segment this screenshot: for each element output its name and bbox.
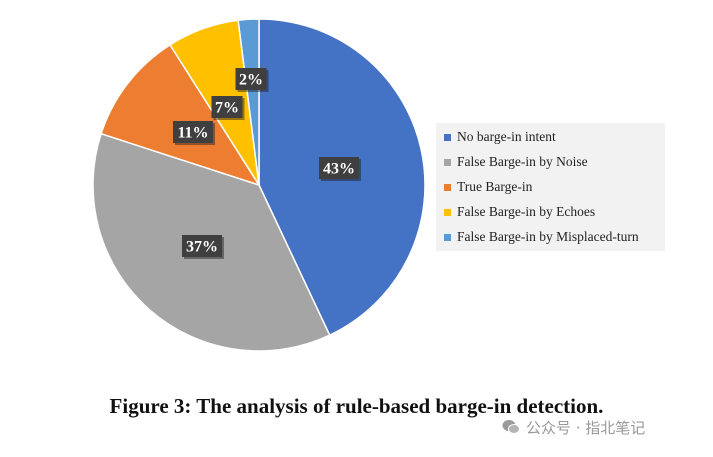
data-label-2pct: 2% [235, 68, 269, 92]
legend-swatch [444, 183, 451, 191]
watermark: 公众号 · 指北笔记 [502, 415, 645, 439]
data-label-text: 37% [186, 239, 218, 256]
legend-label: False Barge-in by Noise [457, 154, 588, 169]
data-label-7pct: 7% [211, 96, 245, 120]
wechat-icon [502, 420, 520, 434]
data-label-37pct: 37% [182, 235, 224, 259]
data-label-text: 43% [323, 161, 355, 178]
legend-swatch [444, 208, 451, 216]
watermark-text: 公众号 · 指北笔记 [526, 418, 646, 437]
legend-label: False Barge-in by Echoes [457, 204, 596, 219]
data-label-text: 11% [177, 125, 208, 142]
legend-label: No barge-in intent [457, 129, 556, 144]
pie-chart: 43% 37% 11% 7%2% [92, 18, 426, 352]
legend-label: True Barge-in [457, 179, 533, 194]
data-label-box [211, 96, 243, 118]
pie-slice-false-barge-in-by-misplaced-turn [237, 18, 260, 186]
legend-item-false-barge-in-noise: False Barge-in by Noise [444, 152, 588, 172]
legend-swatch [444, 133, 451, 141]
data-label-text: 7% [215, 100, 239, 117]
data-label-43pct: 43% [319, 157, 361, 181]
data-label-box [173, 121, 213, 143]
legend-item-no-barge-in-intent: No barge-in intent [444, 127, 556, 147]
pie-slices [92, 18, 426, 352]
legend-label: False Barge-in by Misplaced-turn [457, 229, 639, 244]
data-label-box [182, 235, 222, 257]
figure-caption: Figure 3: The analysis of rule-based bar… [109, 394, 604, 418]
pie-data-labels: 43% 37% 11% 7%2% [173, 68, 361, 259]
data-label-11pct: 11% [173, 121, 215, 145]
pie-slice-true-barge-in [100, 43, 261, 187]
legend-item-true-barge-in: True Barge-in [444, 177, 532, 197]
legend-swatch [444, 233, 451, 241]
legend-item-false-barge-in-misplaced-turn: False Barge-in by Misplaced-turn [444, 227, 639, 247]
chart-legend: No barge-in intent False Barge-in by Noi… [436, 123, 665, 251]
legend-item-false-barge-in-echoes: False Barge-in by Echoes [444, 202, 595, 222]
data-label-text: 2% [239, 72, 263, 89]
data-label-box [235, 68, 267, 90]
legend-swatch [444, 158, 451, 166]
data-label-box [319, 157, 359, 179]
